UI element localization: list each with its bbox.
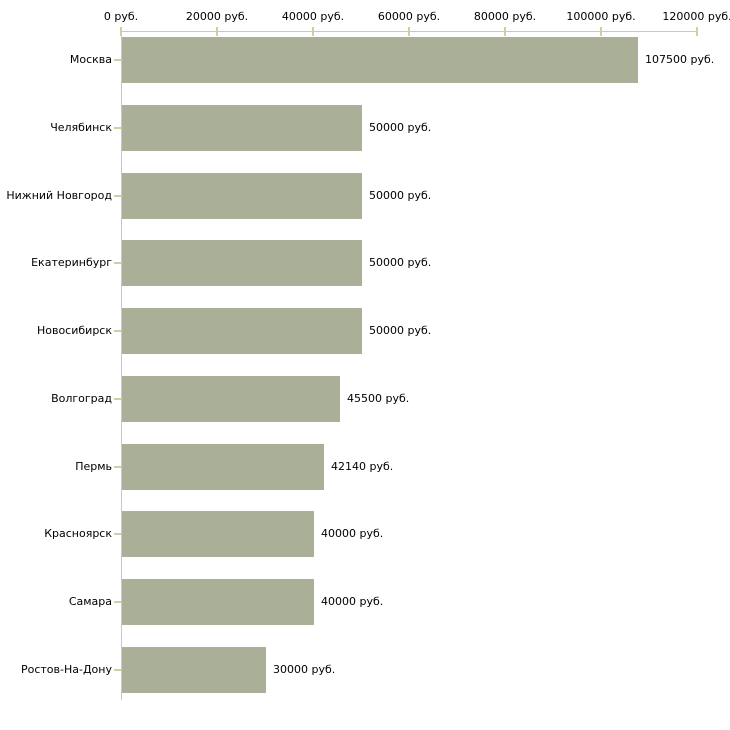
category-tick-mark bbox=[114, 669, 121, 671]
category-label: Красноярск bbox=[44, 527, 112, 540]
category-tick-mark bbox=[114, 127, 121, 129]
bar bbox=[122, 511, 314, 557]
x-axis-tick-label: 120000 руб. bbox=[662, 10, 730, 23]
category-label: Москва bbox=[69, 53, 112, 66]
category-label: Самара bbox=[68, 595, 112, 608]
value-label: 42140 руб. bbox=[331, 460, 394, 473]
bar bbox=[122, 647, 266, 693]
category-tick-mark bbox=[114, 330, 121, 332]
category-tick-mark bbox=[114, 262, 121, 264]
x-axis-tick-label: 100000 руб. bbox=[566, 10, 636, 23]
x-axis-tick-mark bbox=[408, 27, 410, 36]
category-label: Пермь bbox=[75, 460, 112, 473]
value-label: 50000 руб. bbox=[369, 256, 432, 269]
category-tick-mark bbox=[114, 59, 121, 61]
value-label: 50000 руб. bbox=[369, 189, 432, 202]
bar bbox=[122, 579, 314, 625]
value-label: 40000 руб. bbox=[321, 527, 384, 540]
x-axis-tick-label: 60000 руб. bbox=[377, 10, 441, 23]
bar bbox=[122, 173, 362, 219]
category-label: Нижний Новгород bbox=[6, 189, 112, 202]
x-axis-tick-mark bbox=[504, 27, 506, 36]
bar bbox=[122, 308, 362, 354]
x-axis-tick-label: 80000 руб. bbox=[473, 10, 537, 23]
value-label: 107500 руб. bbox=[645, 53, 715, 66]
category-tick-mark bbox=[114, 533, 121, 535]
category-label: Новосибирск bbox=[36, 324, 112, 337]
x-axis-tick-label: 20000 руб. bbox=[185, 10, 249, 23]
x-axis-tick-mark bbox=[216, 27, 218, 36]
x-axis-tick-mark bbox=[312, 27, 314, 36]
y-axis-line bbox=[121, 31, 122, 700]
bar bbox=[122, 376, 340, 422]
x-axis-tick-mark bbox=[120, 27, 122, 36]
value-label: 45500 руб. bbox=[347, 392, 410, 405]
category-tick-mark bbox=[114, 398, 121, 400]
value-label: 40000 руб. bbox=[321, 595, 384, 608]
bar bbox=[122, 37, 638, 83]
value-label: 50000 руб. bbox=[369, 121, 432, 134]
x-axis-tick-mark bbox=[600, 27, 602, 36]
x-axis-tick-label: 0 руб. bbox=[103, 10, 139, 23]
category-label: Челябинск bbox=[50, 121, 112, 134]
category-tick-mark bbox=[114, 601, 121, 603]
bar bbox=[122, 444, 324, 490]
bar bbox=[122, 105, 362, 151]
category-label: Волгоград bbox=[51, 392, 112, 405]
value-label: 30000 руб. bbox=[273, 663, 336, 676]
value-label: 50000 руб. bbox=[369, 324, 432, 337]
category-label: Екатеринбург bbox=[31, 256, 112, 269]
category-tick-mark bbox=[114, 195, 121, 197]
bar bbox=[122, 240, 362, 286]
x-axis-tick-label: 40000 руб. bbox=[281, 10, 345, 23]
category-tick-mark bbox=[114, 466, 121, 468]
x-axis-tick-mark bbox=[696, 27, 698, 36]
category-label: Ростов-На-Дону bbox=[20, 663, 112, 676]
